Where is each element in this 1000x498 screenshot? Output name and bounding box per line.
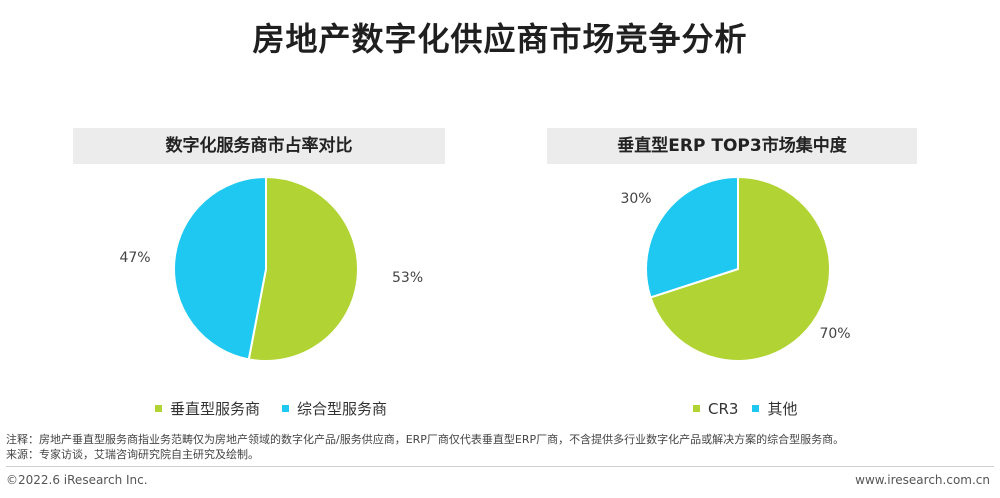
legend-swatch-blue — [282, 405, 290, 412]
right-chart-title: 垂直型ERP TOP3市场集中度 — [547, 128, 917, 164]
legend-item-other: 其他 — [752, 398, 797, 419]
pie-data-label-1-0: 70% — [819, 326, 850, 342]
pie-data-label-1-1: 30% — [620, 191, 651, 207]
note-line: 注释：房地产垂直型服务商指业务范畴仅为房地产领域的数字化产品/服务供应商，ERP… — [6, 433, 845, 446]
pie-slice-1-0 — [649, 175, 831, 362]
legend-label: 其他 — [767, 400, 798, 418]
pie-data-label-0-1: 47% — [119, 250, 150, 266]
legend-item-vertical: 垂直型服务商 — [155, 398, 260, 419]
legend-label: CR3 — [708, 399, 739, 418]
legend-swatch-green — [693, 405, 700, 412]
pie-data-label-0-0: 53% — [392, 270, 423, 286]
pie-slice-0-1 — [173, 175, 267, 361]
source-line: 来源：专家访谈，艾瑞咨询研究院自主研究及绘制。 — [6, 448, 259, 461]
right-chart-legend: CR3 其他 — [693, 398, 819, 419]
left-chart-legend: 垂直型服务商 综合型服务商 — [155, 398, 409, 419]
legend-label: 垂直型服务商 — [170, 400, 261, 418]
legend-swatch-blue — [752, 405, 760, 412]
page-title: 房地产数字化供应商市场竞争分析 — [252, 20, 748, 58]
website-link[interactable]: www.iresearch.com.cn — [855, 473, 990, 487]
notes: 注释：房地产垂直型服务商指业务范畴仅为房地产领域的数字化产品/服务供应商，ERP… — [6, 432, 844, 462]
pie-slice-1-1 — [645, 175, 739, 299]
legend-item-comprehensive: 综合型服务商 — [282, 398, 387, 419]
footer-divider — [6, 466, 994, 467]
legend-item-cr3: CR3 — [693, 400, 738, 418]
copyright: ©2022.6 iResearch Inc. — [6, 473, 148, 487]
legend-label: 综合型服务商 — [297, 400, 388, 418]
pie-slice-0-0 — [247, 175, 359, 362]
left-chart-title: 数字化服务商市占率对比 — [73, 128, 445, 164]
legend-swatch-green — [155, 405, 162, 412]
